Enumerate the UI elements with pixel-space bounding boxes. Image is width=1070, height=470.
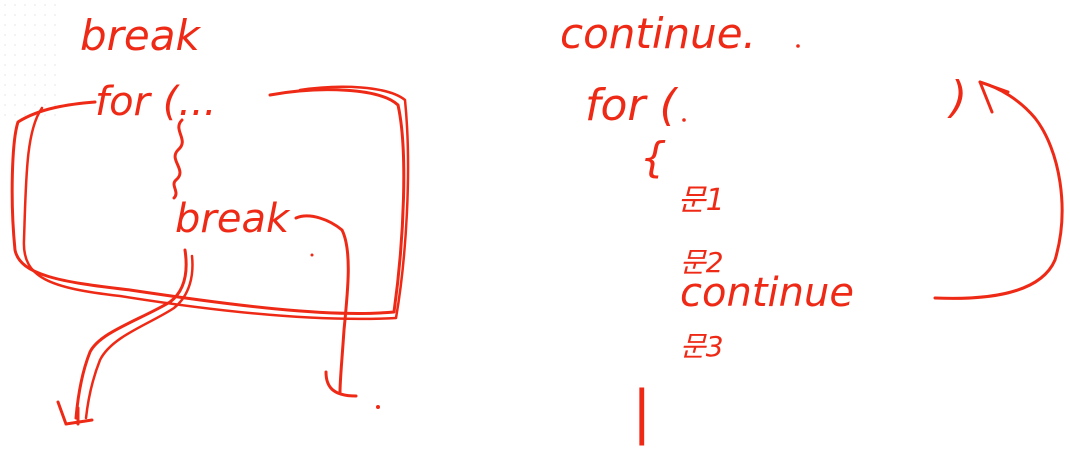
break-exit-arrow-left-second [84,254,194,420]
continue-diagram: continue. for ( ) { 문1 문2 continue 문3 | [560,9,1064,446]
break-exit-arrowhead-left [56,400,94,426]
loop-body-squiggle [172,118,184,200]
continue-jump-arrow [933,80,1064,300]
outer-loop-box [10,88,406,315]
continue-statement-1: 문1 [678,183,725,218]
ink-dot [796,44,800,48]
continue-inner-keyword: continue [680,270,854,316]
break-exit-arrow-left [74,248,188,420]
continue-statement-3: 문3 [680,330,724,363]
continue-statement-2: 문2 [680,246,724,279]
canvas-grid-texture [0,0,60,120]
break-diagram: break for (... break [10,11,410,426]
break-heading: break [80,11,202,60]
continue-jump-arrowhead [978,80,1010,114]
continue-close-brace: | [632,378,652,446]
break-exit-arrow-right [294,214,350,394]
ink-dot [310,253,314,257]
break-exit-arrowhead-right [324,370,358,398]
continue-open-brace: { [640,133,667,182]
ink-dot [682,118,686,122]
outer-loop-box-second-stroke [22,85,410,321]
continue-heading: continue. [560,9,756,58]
continue-for-close-paren: ) [947,72,967,123]
continue-for-header: for ( [585,80,678,131]
break-for-header: for (... [95,79,216,125]
ink-dot [376,405,380,409]
break-inner-keyword: break [175,196,291,242]
